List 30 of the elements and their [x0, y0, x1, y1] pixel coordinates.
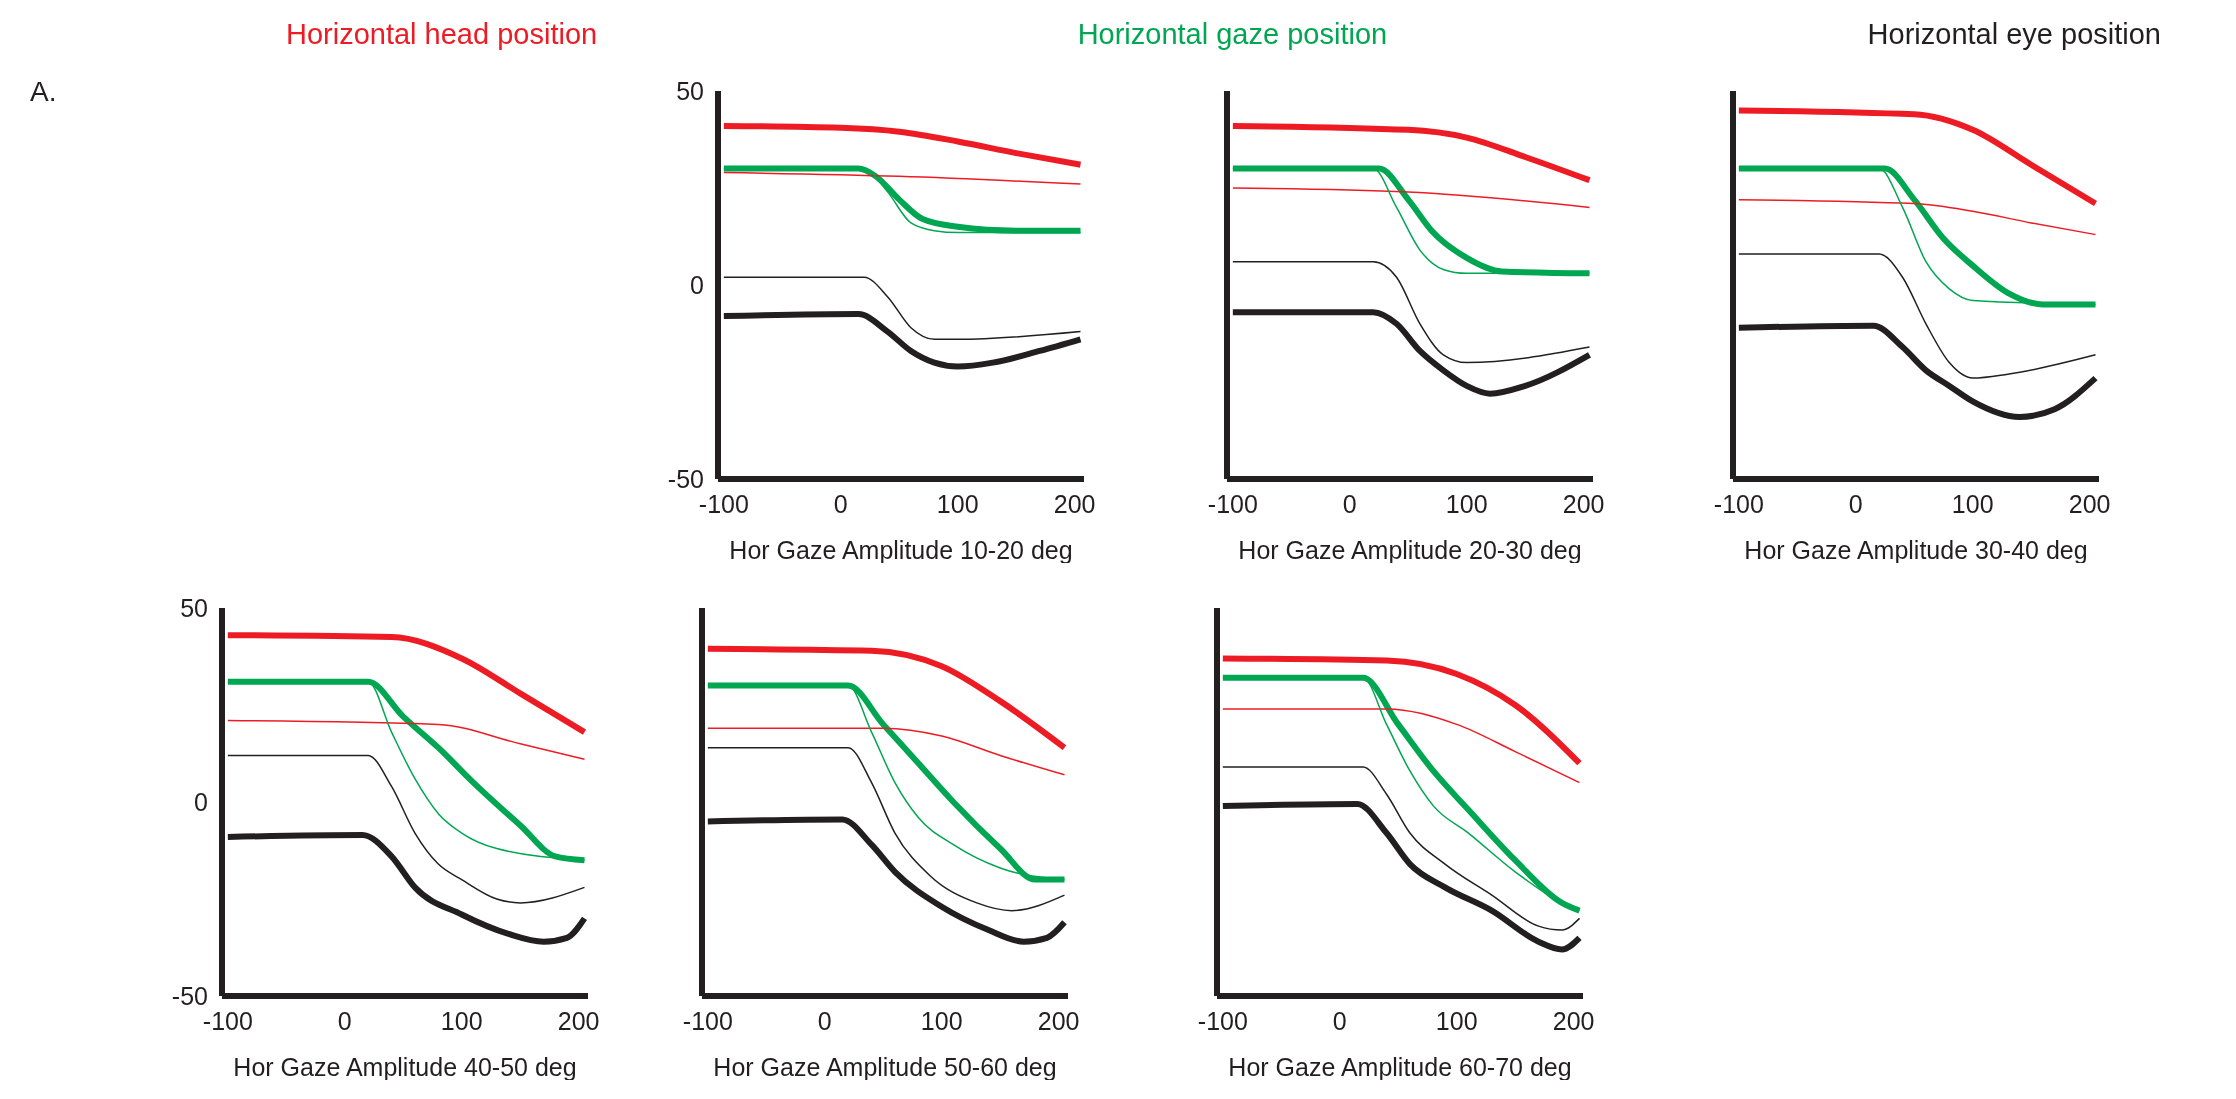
x-tick-label: 100	[440, 1006, 483, 1035]
text: A.	[30, 76, 57, 108]
x-tick-label: 200	[1562, 489, 1605, 518]
x-tick-label: 100	[1435, 1006, 1478, 1035]
x-tick-label: 100	[1951, 489, 1994, 518]
x-tick-label: 0	[833, 489, 848, 518]
x-tick-label: -100	[1207, 489, 1258, 518]
x-tick-label: 100	[920, 1006, 963, 1035]
x-tick-label: -100	[1713, 489, 1764, 518]
x-tick-label: 0	[817, 1006, 832, 1035]
text: Horizontal eye position	[1867, 18, 2161, 51]
x-tick-label: 200	[2068, 489, 2111, 518]
text: Horizontal head position	[286, 18, 598, 51]
x-tick-label: 0	[1848, 489, 1863, 518]
x-tick-label: 0	[337, 1006, 352, 1035]
text: Horizontal gaze position	[1077, 18, 1388, 51]
x-tick-label: 0	[1342, 489, 1357, 518]
x-tick-label: 200	[1053, 489, 1096, 518]
x-tick-label: 100	[936, 489, 979, 518]
x-tick-label: 200	[1552, 1006, 1595, 1035]
x-tick-label: 100	[1445, 489, 1488, 518]
y-tick-label: 0	[194, 787, 208, 816]
y-tick-label: 0	[690, 270, 704, 299]
x-tick-label: 0	[1332, 1006, 1347, 1035]
x-tick-label: 200	[557, 1006, 600, 1035]
x-tick-label: 200	[1037, 1006, 1080, 1035]
x-tick-label: -100	[1197, 1006, 1248, 1035]
x-tick-label: -100	[682, 1006, 733, 1035]
y-tick-label: 50	[676, 76, 704, 105]
y-tick-label: 50	[180, 593, 208, 622]
